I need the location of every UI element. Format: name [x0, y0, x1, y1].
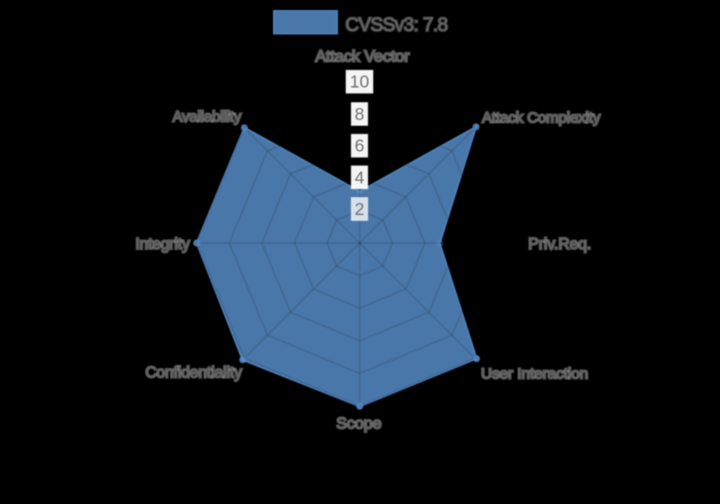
svg-text:Availability: Availability	[173, 110, 242, 126]
svg-text:CVSSv3: 7.8: CVSSv3: 7.8	[345, 15, 447, 36]
svg-text:6: 6	[355, 136, 365, 156]
svg-text:Scope: Scope	[336, 415, 381, 432]
svg-text:2: 2	[355, 199, 365, 219]
svg-text:Attack Complexity: Attack Complexity	[482, 111, 601, 127]
svg-text:8: 8	[355, 104, 365, 124]
svg-text:User Interaction: User Interaction	[481, 366, 588, 383]
svg-text:4: 4	[355, 167, 365, 187]
svg-text:10: 10	[350, 72, 370, 92]
svg-text:Attack Vector: Attack Vector	[315, 48, 410, 65]
svg-text:Confidentiality: Confidentiality	[145, 365, 242, 382]
svg-text:Integrity: Integrity	[135, 236, 190, 253]
svg-text:Priv.Req.: Priv.Req.	[528, 236, 591, 253]
